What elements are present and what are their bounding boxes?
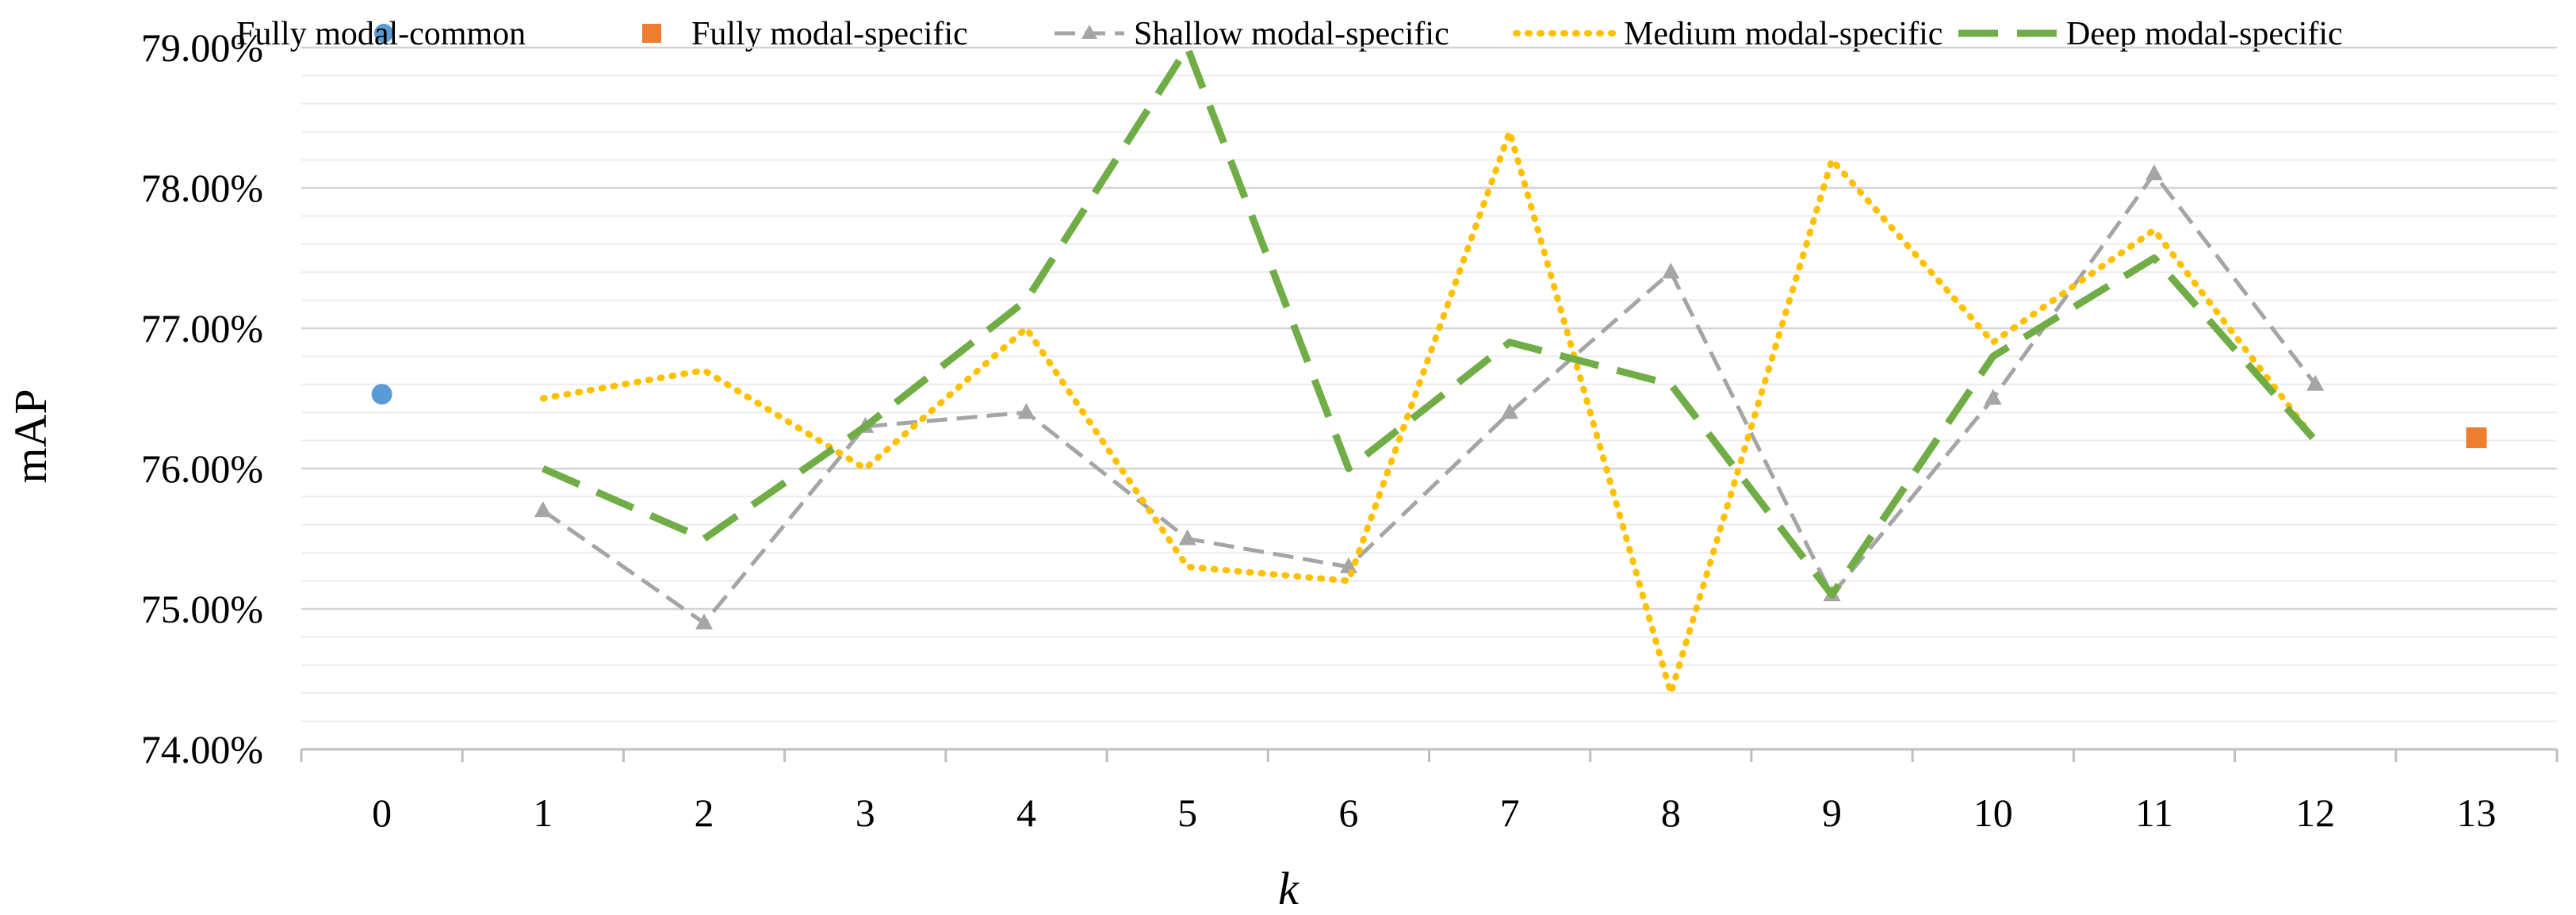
legend-item: Shallow modal-specific	[1055, 16, 1449, 52]
legend-item: Deep modal-specific	[1958, 16, 2343, 52]
x-axis-title: k	[1278, 863, 1299, 914]
x-tick-label: 0	[372, 791, 392, 835]
series-deep-modal-specific	[542, 44, 2318, 599]
y-tick-label: 76.00%	[141, 446, 263, 491]
x-tick-label: 12	[2295, 791, 2335, 835]
data-point	[371, 384, 392, 405]
legend-label: Fully modal-specific	[691, 16, 968, 52]
series-layer	[371, 44, 2487, 697]
data-point	[2306, 374, 2325, 391]
series-fully-modal-common	[371, 384, 392, 405]
y-tick-label: 75.00%	[141, 587, 263, 631]
y-tick-label: 77.00%	[141, 306, 263, 350]
axes	[300, 748, 2559, 762]
legend-label: Shallow modal-specific	[1134, 16, 1449, 52]
legend-symbol	[642, 24, 661, 43]
y-tick-label: 74.00%	[141, 727, 263, 771]
x-tick-label: 5	[1177, 791, 1197, 835]
data-point	[2145, 164, 2163, 181]
x-tick-label: 3	[855, 791, 875, 835]
data-point	[2466, 427, 2487, 449]
x-tick-label: 10	[1973, 791, 2013, 835]
x-tick-label: 13	[2456, 791, 2496, 835]
tick-labels: 74.00%75.00%76.00%77.00%78.00%79.00%0 1 2 3…	[141, 25, 2497, 835]
x-tick-label: 2	[695, 791, 714, 835]
x-tick-label: 1	[533, 791, 553, 835]
data-point	[1501, 403, 1519, 419]
y-tick-label: 79.00%	[141, 25, 263, 70]
data-point	[534, 501, 552, 518]
y-axis-title: mAP	[5, 389, 56, 483]
x-tick-label: 11	[2135, 791, 2173, 835]
data-point	[1178, 529, 1196, 546]
legend-symbol	[1081, 25, 1097, 39]
legend-symbol	[374, 24, 393, 43]
series-line	[539, 128, 2319, 697]
series-fully-modal-specific	[2466, 427, 2487, 449]
data-point	[1339, 557, 1357, 573]
series-line	[542, 171, 2318, 626]
data-point	[1984, 389, 2002, 405]
series-shallow-modal-specific	[534, 164, 2325, 630]
gridlines	[301, 46, 2557, 751]
x-tick-label: 6	[1338, 791, 1358, 835]
data-point	[1662, 262, 1680, 279]
series-medium-modal-specific	[539, 128, 2319, 697]
legend-item: Fully modal-specific	[642, 16, 968, 52]
legend-label: Medium modal-specific	[1624, 16, 1943, 52]
legend-item: Fully modal-common	[236, 16, 526, 52]
x-tick-label: 7	[1500, 791, 1520, 835]
series-line	[542, 44, 2318, 599]
x-tick-label: 8	[1661, 791, 1681, 835]
legend: Fully modal-common Fully modal-specific Sh…	[236, 16, 2343, 52]
x-tick-label: 4	[1016, 791, 1036, 835]
data-point	[695, 613, 714, 630]
data-point	[1017, 403, 1035, 419]
x-tick-label: 9	[1822, 791, 1842, 835]
legend-label: Fully modal-common	[236, 16, 526, 52]
legend-label: Deep modal-specific	[2066, 16, 2343, 52]
legend-item: Medium modal-specific	[1513, 16, 1943, 52]
y-tick-label: 78.00%	[141, 166, 263, 210]
